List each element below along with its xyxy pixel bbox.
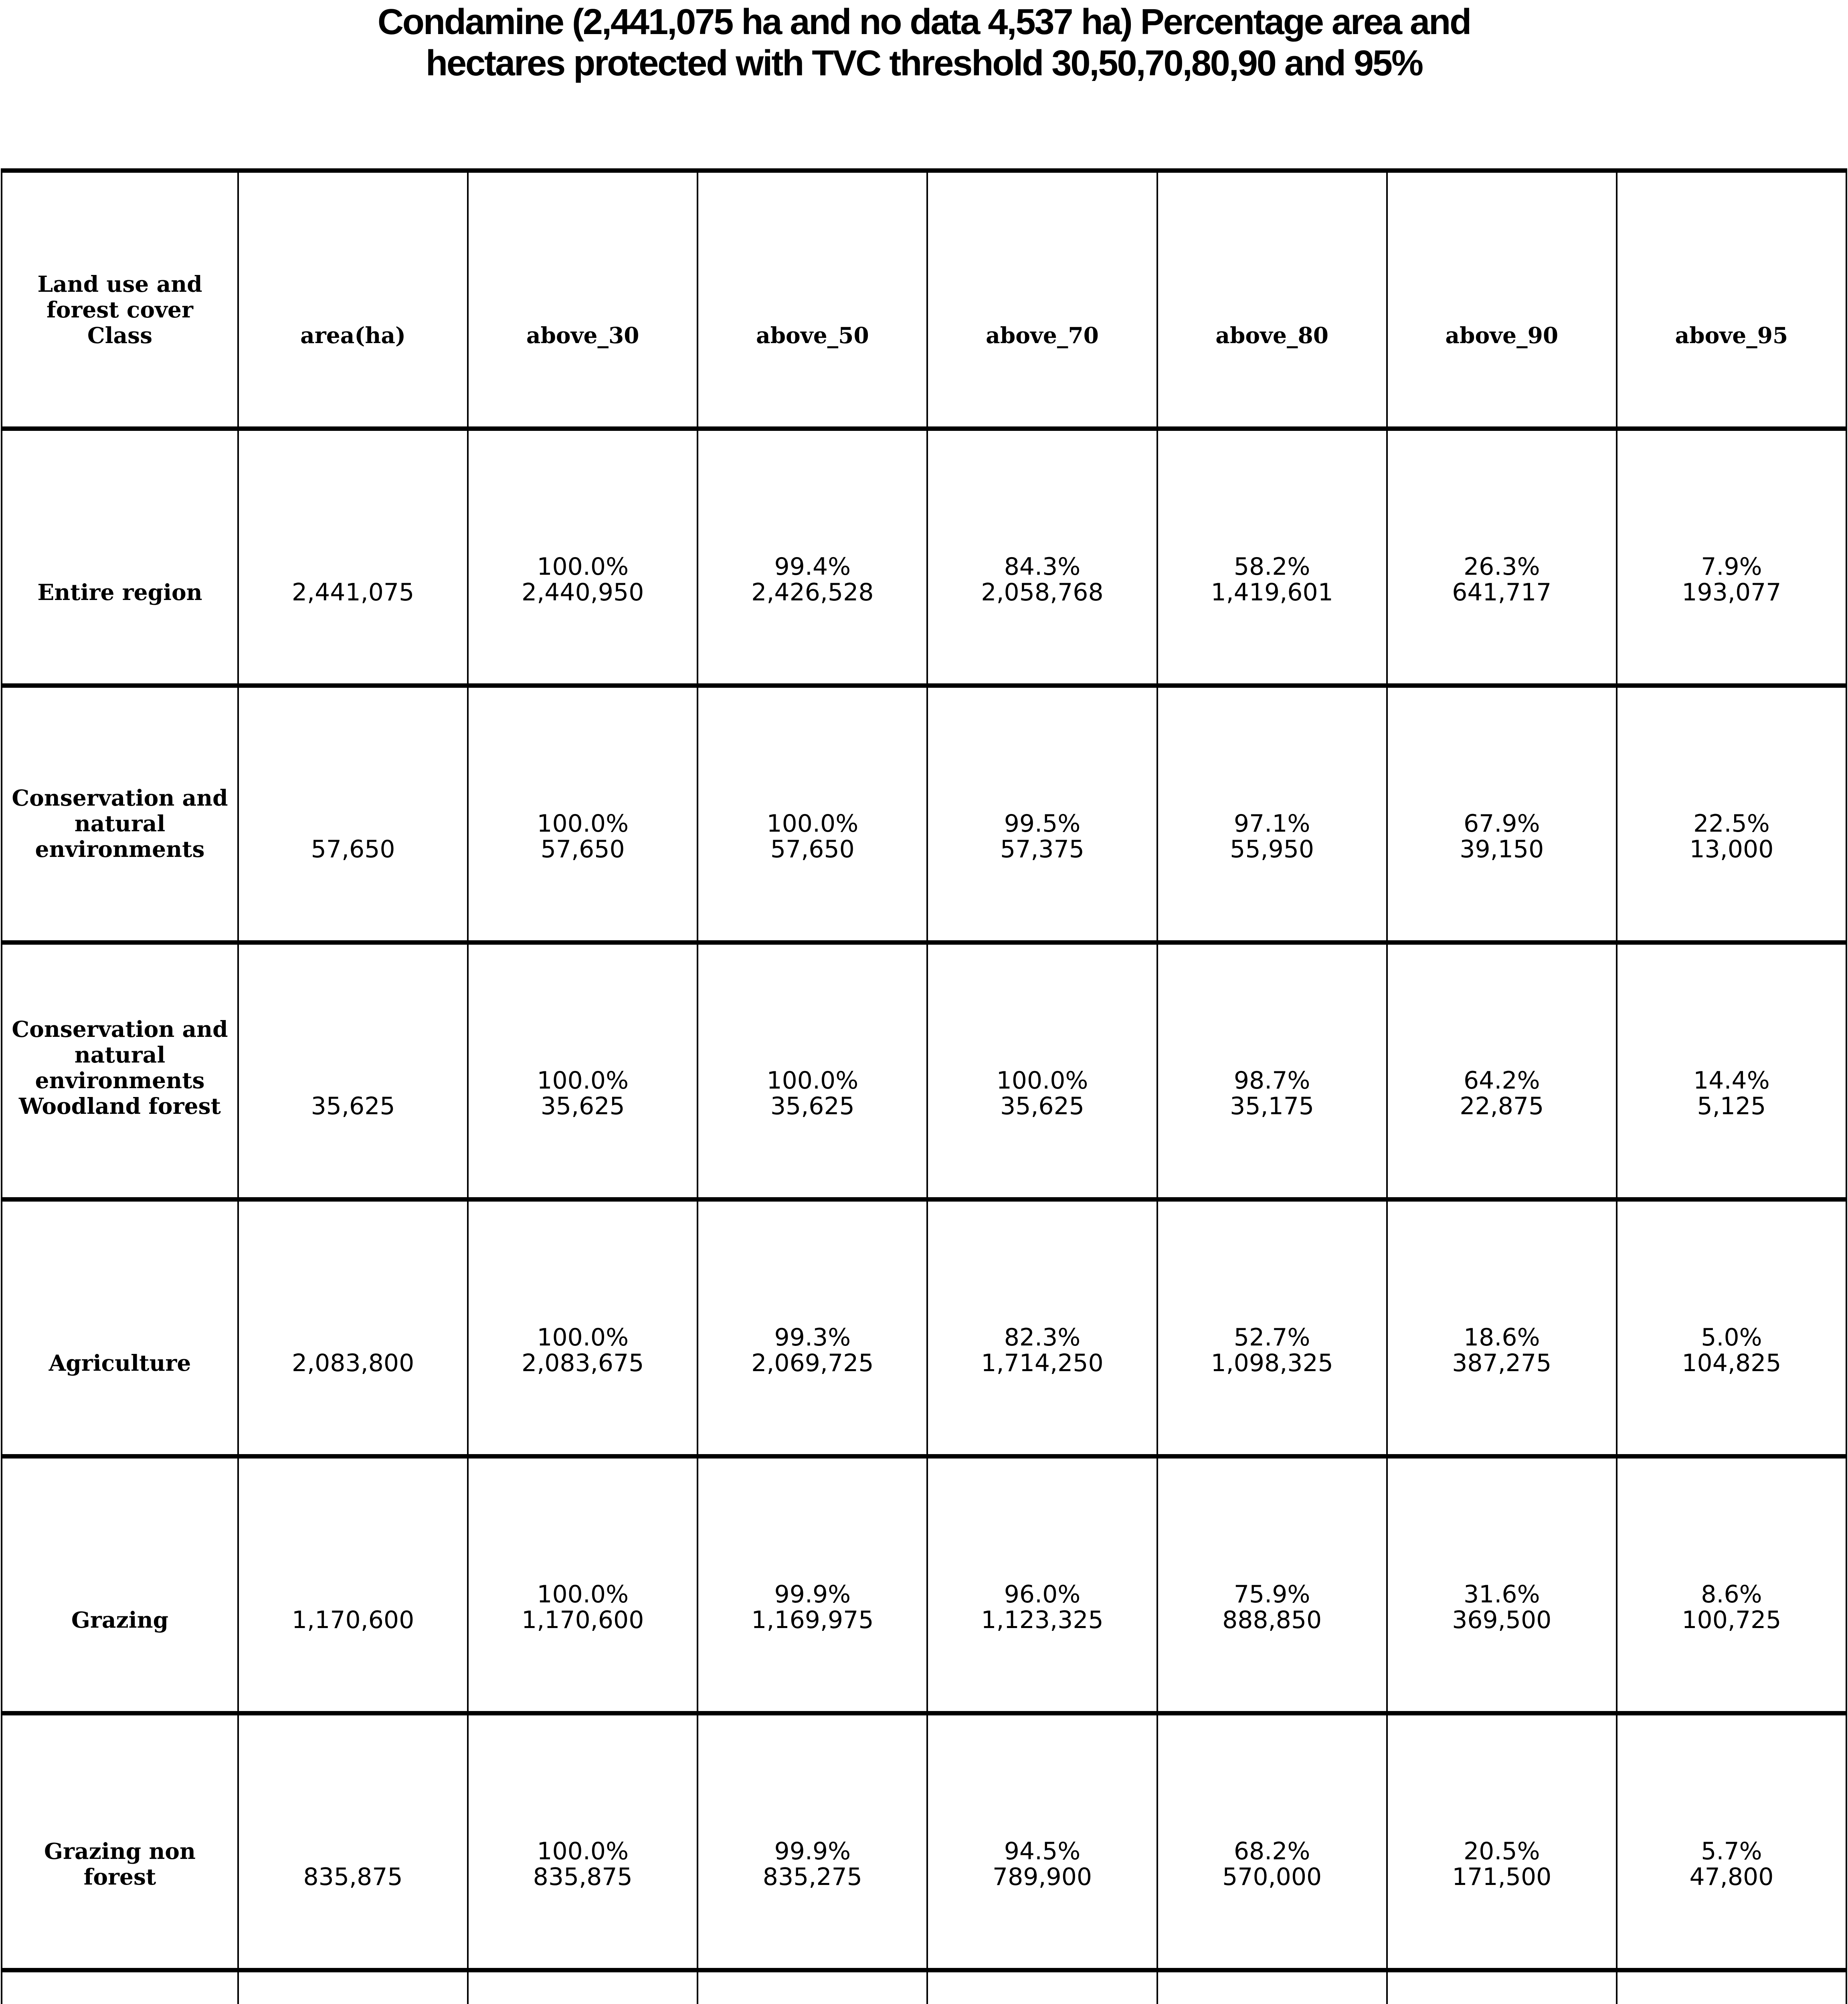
row-label: Grazing Woodland forest [1,1970,239,2004]
value-cell: 100.0% 2,440,950 [467,428,699,686]
value-cell: 100.0% 35,625 [697,942,928,1200]
area-cell: 57,650 [237,685,469,943]
value-cell: 100.0% 1,170,600 [467,1456,699,1713]
area-cell: 1,170,600 [237,1456,469,1713]
column-header: above_90 [1386,170,1618,429]
area-cell: 2,083,800 [237,1199,469,1457]
value-cell: 84.3% 2,058,768 [926,428,1158,686]
table-row: Grazing non forest 835,875 100.0% 835,875 9… [1,1713,1848,1970]
value-cell: 99.9% 1,169,975 [697,1456,928,1713]
column-header: above_80 [1156,170,1388,429]
value-cell: 14.5% 36,825 [1615,1970,1848,2004]
value-cell: 58.2% 1,419,601 [1156,428,1388,686]
row-label: Grazing [1,1456,239,1713]
column-header: above_70 [926,170,1158,429]
value-cell: 5.7% 47,800 [1615,1713,1848,1970]
value-cell: 97.1% 55,950 [1156,685,1388,943]
value-cell: 98.7% 35,175 [1156,942,1388,1200]
value-cell: 64.2% 22,875 [1386,942,1618,1200]
value-cell: 26.3% 641,717 [1386,428,1618,686]
value-cell: 20.5% 171,500 [1386,1713,1618,1970]
row-label: Conservation and natural environments Wo… [1,942,239,1200]
value-cell: 99.9% 835,275 [697,1713,928,1970]
value-cell: 96.0% 1,123,325 [926,1456,1158,1713]
area-cell: 35,625 [237,942,469,1200]
value-cell: 58.3% 148,325 [1386,1970,1618,2004]
column-header: area(ha) [237,170,469,429]
value-cell: 100.0% 835,875 [467,1713,699,1970]
row-label: Grazing non forest [1,1713,239,1970]
value-cell: 99.5% 57,375 [926,685,1158,943]
tvc-table-body: Land use and forest cover Class area(ha) a… [1,170,1848,2004]
value-cell: 100.0% 35,625 [926,942,1158,1200]
value-cell: 99.3% 2,069,725 [697,1199,928,1457]
value-cell: 67.9% 39,150 [1386,685,1618,943]
value-cell: 94.5% 789,900 [926,1713,1158,1970]
column-header: above_50 [697,170,928,429]
value-cell: 52.7% 1,098,325 [1156,1199,1388,1457]
row-label: Agriculture [1,1199,239,1457]
table-row: Conservation and natural environments Wo… [1,942,1848,1200]
value-cell: 31.6% 369,500 [1386,1456,1618,1713]
value-cell: 100.0% 57,650 [467,685,699,943]
column-header: Land use and forest cover Class [1,170,239,429]
value-cell: 14.4% 5,125 [1615,942,1848,1200]
header-row: Land use and forest cover Class area(ha) a… [1,170,1848,429]
value-cell: 82.3% 1,714,250 [926,1199,1158,1457]
page-title: Condamine (2,441,075 ha and no data 4,53… [377,2,1472,83]
table-row: Conservation and natural environments 57,… [1,685,1848,943]
value-cell: 75.9% 888,850 [1156,1456,1388,1713]
tvc-table: Land use and forest cover Class area(ha) a… [1,168,1848,2004]
value-cell: 100.0% 57,650 [697,685,928,943]
value-cell: 100.0% 35,625 [467,942,699,1200]
value-cell: 5.0% 104,825 [1615,1199,1848,1457]
column-header: above_95 [1615,170,1848,429]
table-row: Entire region 2,441,075 100.0% 2,440,950 99… [1,428,1848,686]
column-header: above_30 [467,170,699,429]
table-row: Grazing 1,170,600 100.0% 1,170,600 99.9% 1,… [1,1456,1848,1713]
value-cell: 95.5% 243,150 [1156,1970,1388,2004]
value-cell: 68.2% 570,000 [1156,1713,1388,1970]
area-cell: 254,625 [237,1970,469,2004]
value-cell: 99.7% 253,900 [926,1970,1158,2004]
value-cell: 100.0% 2,083,675 [467,1199,699,1457]
area-cell: 835,875 [237,1713,469,1970]
value-cell: 8.6% 100,725 [1615,1456,1848,1713]
value-cell: 22.5% 13,000 [1615,685,1848,943]
area-cell: 2,441,075 [237,428,469,686]
row-label: Entire region [1,428,239,686]
table-row: Agriculture 2,083,800 100.0% 2,083,675 99.3… [1,1199,1848,1457]
row-label: Conservation and natural environments [1,685,239,943]
value-cell: 18.6% 387,275 [1386,1199,1618,1457]
value-cell: 7.9% 193,077 [1615,428,1848,686]
value-cell: 100.0% 254,625 [467,1970,699,2004]
value-cell: 100.0% 254,625 [697,1970,928,2004]
value-cell: 99.4% 2,426,528 [697,428,928,686]
